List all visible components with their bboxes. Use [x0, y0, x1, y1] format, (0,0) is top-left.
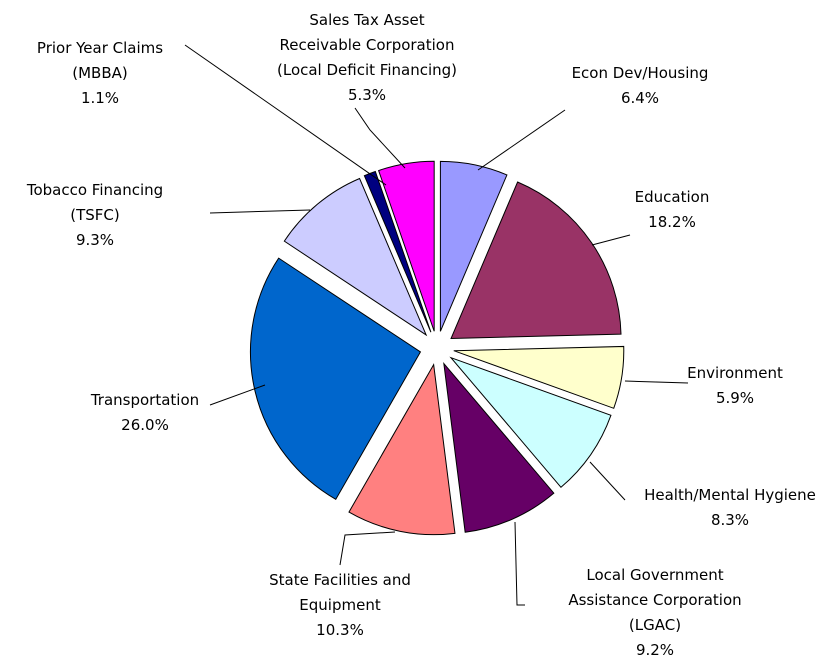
slice-label: Prior Year Claims (MBBA) [37, 39, 163, 82]
pie-slice [348, 363, 456, 536]
value-label: 1.1% [81, 89, 119, 107]
value-label: 6.4% [621, 89, 659, 107]
pie-slice [453, 345, 625, 409]
pie-slice [449, 356, 612, 489]
leader-line [589, 461, 626, 501]
value-label: 9.2% [636, 641, 674, 659]
pie-slice [450, 181, 622, 339]
pie-slice [443, 361, 555, 533]
leader-line [209, 209, 311, 214]
slice-label: Sales Tax Asset Receivable Corporation (Lo… [277, 11, 457, 79]
leader-line [591, 234, 631, 246]
slice-label: Environment [687, 364, 783, 382]
leader-line [624, 380, 689, 384]
value-label: 5.9% [716, 389, 754, 407]
leader-line [209, 384, 266, 406]
slice-label: Health/Mental Hygiene [644, 486, 816, 504]
leader-line [354, 107, 406, 169]
leader-line [514, 521, 525, 606]
pie-slice [377, 160, 435, 332]
slice-label: State Facilities and Equipment [269, 571, 411, 614]
value-label: 8.3% [711, 511, 749, 529]
value-label: 18.2% [648, 213, 696, 231]
value-label: 26.0% [121, 416, 169, 434]
value-label: 5.3% [348, 86, 386, 104]
pie-slice [439, 160, 508, 332]
slice-label: Education [635, 188, 710, 206]
leader-line [184, 44, 387, 186]
slice-label: Econ Dev/Housing [572, 64, 709, 82]
leader-line [339, 531, 396, 566]
slice-label: Local Government Assistance Corporation (L… [568, 566, 741, 634]
value-label: 9.3% [76, 231, 114, 249]
slice-label: Transportation [90, 391, 199, 409]
leader-line [477, 109, 566, 171]
slice-label: Tobacco Financing (TSFC) [26, 181, 163, 224]
pie-slice [249, 257, 422, 501]
pie-slice [283, 177, 428, 337]
value-label: 10.3% [316, 621, 364, 639]
